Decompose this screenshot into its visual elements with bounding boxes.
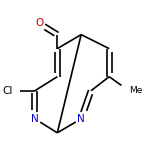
Text: O: O [35, 18, 43, 28]
Text: Cl: Cl [2, 86, 12, 96]
Text: N: N [77, 114, 85, 124]
Text: Me: Me [129, 86, 142, 95]
Text: N: N [31, 114, 39, 124]
